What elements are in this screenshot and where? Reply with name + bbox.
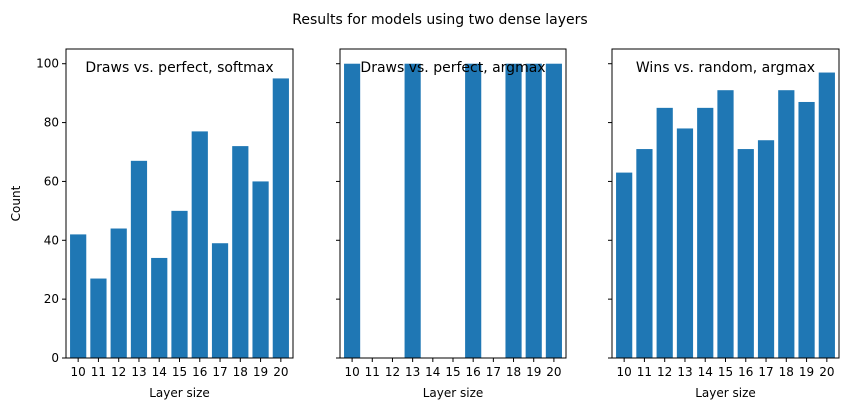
- xtick-label-panel3-12: 12: [657, 365, 672, 379]
- xtick-label-panel1-16: 16: [192, 365, 207, 379]
- xtick-label-panel3-20: 20: [819, 365, 834, 379]
- bar-panel1-16: [191, 131, 208, 358]
- xtick-label-panel2-19: 19: [526, 365, 541, 379]
- bar-panel2-18: [505, 63, 522, 358]
- ytick-label-40: 40: [44, 233, 59, 247]
- panel-title-1: Draws vs. perfect, softmax: [85, 60, 273, 76]
- x-axis-label-1: Layer size: [149, 386, 210, 400]
- bar-panel1-20: [272, 78, 289, 358]
- xtick-label-panel2-15: 15: [445, 365, 460, 379]
- xtick-label-panel2-20: 20: [546, 365, 561, 379]
- xtick-label-panel2-12: 12: [385, 365, 400, 379]
- figure-suptitle: Results for models using two dense layer…: [292, 12, 587, 28]
- xtick-label-panel1-14: 14: [152, 365, 167, 379]
- ytick-label-80: 80: [44, 116, 59, 130]
- x-axis-label-2: Layer size: [423, 386, 484, 400]
- xtick-label-panel2-10: 10: [344, 365, 359, 379]
- x-axis-label-3: Layer size: [695, 386, 756, 400]
- xtick-label-panel3-10: 10: [617, 365, 632, 379]
- bar-panel3-11: [636, 149, 653, 358]
- xtick-label-panel1-12: 12: [111, 365, 126, 379]
- bar-panel1-13: [130, 160, 148, 358]
- bar-panel2-20: [545, 63, 562, 358]
- xtick-label-panel1-19: 19: [253, 365, 268, 379]
- bar-panel1-14: [151, 257, 168, 358]
- xtick-label-panel3-14: 14: [698, 365, 713, 379]
- bar-panel3-14: [697, 107, 714, 358]
- bar-panel3-10: [616, 172, 633, 358]
- bar-panel2-16: [465, 63, 482, 358]
- xtick-label-panel3-15: 15: [718, 365, 733, 379]
- bar-panel1-12: [110, 228, 127, 358]
- bar-panel1-18: [232, 146, 249, 358]
- bar-panel3-15: [717, 90, 734, 358]
- ytick-label-20: 20: [44, 292, 59, 306]
- bar-panel2-19: [525, 63, 542, 358]
- bar-panel3-19: [798, 101, 815, 358]
- xtick-label-panel1-20: 20: [273, 365, 288, 379]
- xtick-label-panel3-16: 16: [738, 365, 753, 379]
- xtick-label-panel3-13: 13: [677, 365, 692, 379]
- bar-panel1-15: [171, 210, 188, 358]
- bar-panel1-10: [70, 234, 87, 358]
- xtick-label-panel2-18: 18: [506, 365, 521, 379]
- ytick-label-0: 0: [51, 351, 59, 365]
- bar-panel3-13: [676, 128, 694, 358]
- ytick-label-60: 60: [44, 174, 59, 188]
- xtick-label-panel2-13: 13: [405, 365, 420, 379]
- bar-panel2-13: [404, 63, 421, 358]
- bar-panel1-17: [211, 243, 229, 358]
- ytick-label-100: 100: [36, 57, 59, 71]
- xtick-label-panel3-17: 17: [758, 365, 773, 379]
- panel-title-2: Draws vs. perfect, argmax: [360, 60, 545, 76]
- y-axis-label: Count: [9, 185, 23, 221]
- bar-panel1-11: [90, 278, 107, 358]
- xtick-label-panel2-17: 17: [486, 365, 501, 379]
- bar-panel3-16: [737, 149, 754, 358]
- xtick-label-panel1-18: 18: [233, 365, 248, 379]
- bar-panel3-17: [757, 140, 775, 358]
- bar-panel2-10: [344, 63, 361, 358]
- bar-panel3-12: [656, 107, 673, 358]
- xtick-label-panel1-11: 11: [91, 365, 106, 379]
- xtick-label-panel1-17: 17: [212, 365, 227, 379]
- xtick-label-panel2-11: 11: [365, 365, 380, 379]
- xtick-label-panel1-13: 13: [131, 365, 146, 379]
- bar-panel3-18: [778, 90, 795, 358]
- xtick-label-panel2-16: 16: [466, 365, 481, 379]
- panel-title-3: Wins vs. random, argmax: [636, 60, 815, 76]
- xtick-label-panel3-18: 18: [779, 365, 794, 379]
- xtick-label-panel3-19: 19: [799, 365, 814, 379]
- xtick-label-panel1-15: 15: [172, 365, 187, 379]
- xtick-label-panel2-14: 14: [425, 365, 440, 379]
- bar-panel1-19: [252, 181, 269, 358]
- xtick-label-panel1-10: 10: [71, 365, 86, 379]
- xtick-label-panel3-11: 11: [637, 365, 652, 379]
- bar-panel3-20: [818, 72, 835, 359]
